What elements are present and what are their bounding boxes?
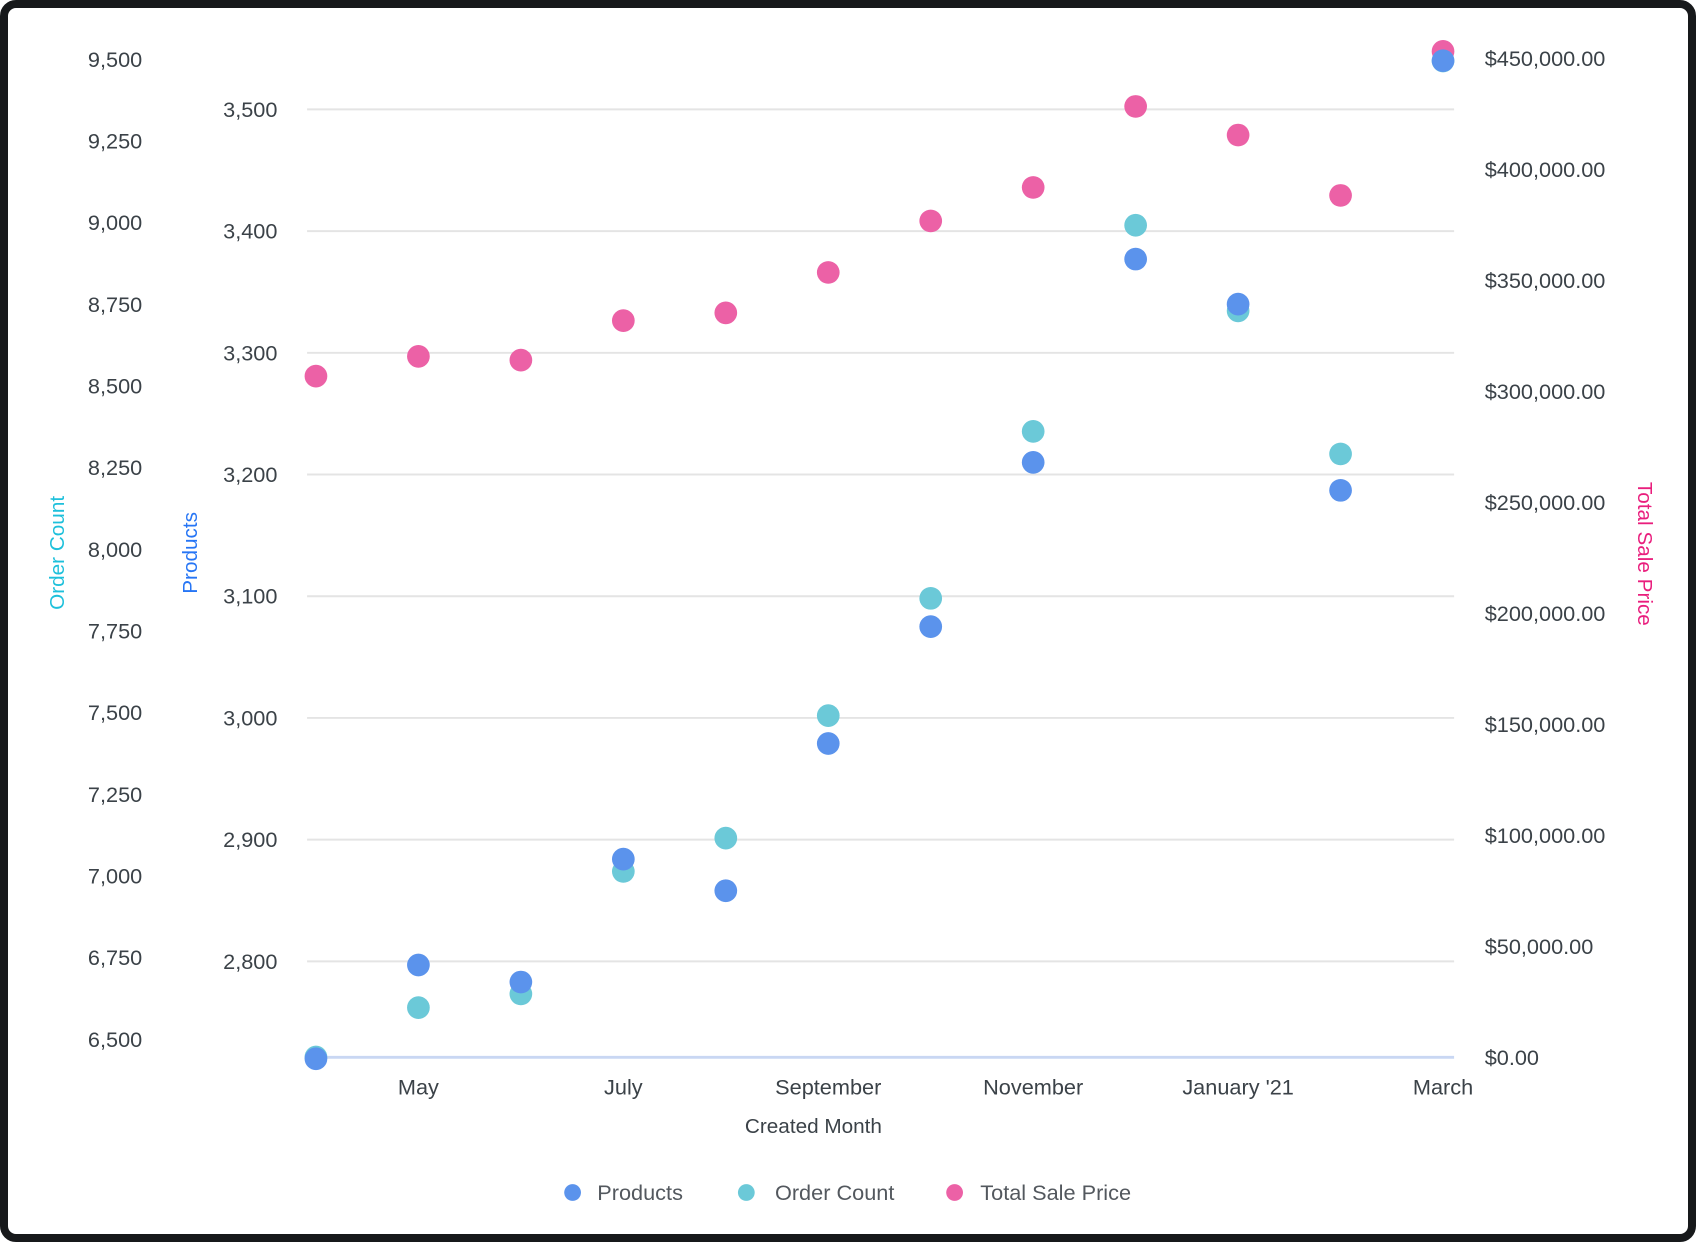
data-point-products-september[interactable] [816, 732, 840, 755]
y-tick-label-order-count: 9,500 [88, 47, 142, 72]
data-point-order-count-december[interactable] [1124, 213, 1147, 237]
data-point-total-sale-price-september[interactable] [816, 261, 840, 284]
y-tick-label-order-count: 6,750 [88, 945, 142, 970]
axis-title-order-count: Order Count [46, 496, 69, 610]
y-tick-label-total-sale-price: $300,000.00 [1485, 379, 1606, 404]
x-tick-label: November [983, 1074, 1083, 1099]
data-point-total-sale-price-may[interactable] [407, 344, 430, 368]
data-point-total-sale-price-june[interactable] [509, 348, 533, 372]
y-tick-label-total-sale-price: $100,000.00 [1485, 823, 1606, 848]
y-tick-label-order-count: 7,500 [88, 700, 142, 725]
y-tick-label-total-sale-price: $350,000.00 [1485, 268, 1606, 293]
y-tick-label-products: 3,500 [223, 97, 277, 122]
y-tick-label-products: 2,800 [223, 949, 277, 974]
data-point-total-sale-price-january21[interactable] [1226, 123, 1250, 147]
y-tick-label-total-sale-price: $400,000.00 [1485, 157, 1606, 182]
data-point-total-sale-price-october[interactable] [919, 209, 943, 233]
y-tick-label-order-count: 9,000 [88, 210, 142, 235]
data-point-total-sale-price-february[interactable] [1329, 184, 1352, 207]
y-tick-label-products: 3,000 [223, 705, 277, 730]
data-point-products-november[interactable] [1021, 450, 1045, 474]
x-tick-label: March [1413, 1074, 1473, 1099]
y-tick-label-products: 3,300 [223, 340, 277, 365]
axis-title-products: Products [179, 512, 202, 594]
x-tick-label: January '21 [1182, 1074, 1294, 1099]
legend-label-products[interactable]: Products [597, 1180, 683, 1205]
legend-dot-order-count[interactable] [737, 1184, 755, 1201]
y-tick-label-total-sale-price: $150,000.00 [1485, 712, 1606, 737]
axis-title-total-sale-price: Total Sale Price [1633, 482, 1656, 626]
data-point-products-june[interactable] [509, 970, 533, 994]
data-point-order-count-september[interactable] [816, 704, 840, 727]
data-point-products-december[interactable] [1124, 247, 1147, 271]
data-point-total-sale-price-april[interactable] [304, 364, 328, 388]
y-tick-label-total-sale-price: $450,000.00 [1485, 46, 1606, 71]
y-tick-label-order-count: 8,250 [88, 455, 142, 480]
legend-dot-total-sale-price[interactable] [946, 1184, 963, 1201]
y-tick-label-products: 2,900 [223, 827, 277, 852]
data-point-products-october[interactable] [919, 615, 943, 639]
data-point-order-count-february[interactable] [1329, 442, 1352, 466]
y-tick-label-order-count: 8,500 [88, 373, 142, 398]
data-point-products-august[interactable] [714, 879, 738, 903]
data-point-products-january21[interactable] [1226, 292, 1250, 316]
data-point-products-april[interactable] [304, 1047, 328, 1071]
data-point-products-february[interactable] [1329, 478, 1352, 502]
scatter-chart: 6,500 6,750 7,000 7,250 7,500 7,750 8,000 8,250… [46, 40, 1656, 1205]
data-point-products-may[interactable] [407, 953, 430, 977]
legend-label-order-count[interactable]: Order Count [775, 1180, 894, 1205]
y-tick-label-products: 3,100 [223, 584, 277, 609]
x-axis-title: Created Month [745, 1115, 882, 1138]
x-tick-label: September [775, 1074, 881, 1099]
data-point-order-count-november[interactable] [1021, 420, 1045, 443]
y-tick-label-order-count: 6,500 [88, 1027, 142, 1052]
data-point-products-july[interactable] [611, 847, 635, 871]
data-point-order-count-october[interactable] [919, 586, 943, 610]
y-tick-label-order-count: 7,250 [88, 782, 142, 807]
data-point-total-sale-price-december[interactable] [1124, 95, 1147, 118]
data-point-total-sale-price-november[interactable] [1021, 176, 1045, 199]
x-tick-label: July [604, 1074, 643, 1099]
y-tick-label-total-sale-price: $0.00 [1485, 1045, 1539, 1070]
data-point-order-count-august[interactable] [714, 826, 738, 850]
x-tick-label: May [398, 1074, 439, 1099]
data-point-products-march[interactable] [1431, 49, 1455, 73]
y-tick-label-total-sale-price: $50,000.00 [1485, 934, 1594, 959]
y-tick-label-total-sale-price: $200,000.00 [1485, 601, 1606, 626]
legend-dot-products[interactable] [564, 1184, 581, 1201]
data-point-total-sale-price-august[interactable] [714, 301, 738, 325]
y-tick-label-total-sale-price: $250,000.00 [1485, 490, 1606, 515]
y-tick-label-order-count: 7,750 [88, 618, 142, 643]
y-tick-label-order-count: 8,750 [88, 292, 142, 317]
legend-label-total-sale-price[interactable]: Total Sale Price [980, 1180, 1131, 1205]
y-tick-label-order-count: 8,000 [88, 537, 142, 562]
y-tick-label-order-count: 7,000 [88, 863, 142, 888]
data-point-total-sale-price-july[interactable] [611, 309, 635, 332]
data-point-order-count-may[interactable] [407, 996, 430, 1019]
y-tick-label-products: 3,200 [223, 462, 277, 487]
y-tick-label-order-count: 9,250 [88, 128, 142, 153]
y-tick-label-products: 3,400 [223, 219, 277, 244]
